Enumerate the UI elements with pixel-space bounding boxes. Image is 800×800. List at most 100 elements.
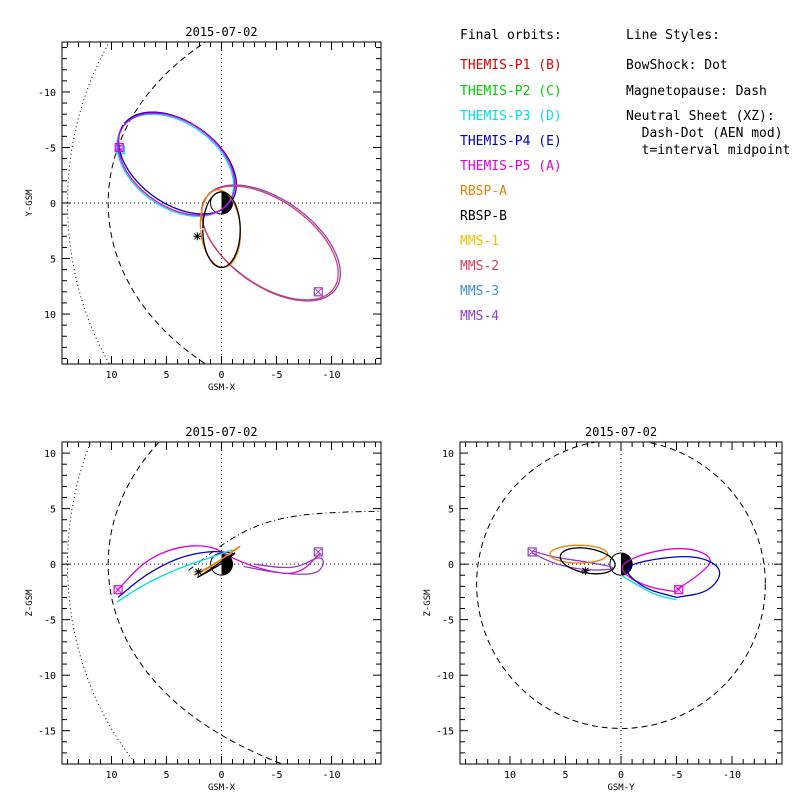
panel-3: 10 5 0 -5 -10 10 5 0 -5 -10 -15 2015-07-02 GSM-Y Z-GS… bbox=[423, 425, 783, 793]
panel-2: 10 5 0 -5 -10 10 5 0 -5 -10 -15 2015-07-02 GSM-X Z-GS… bbox=[25, 425, 382, 793]
y-tick-label: 10 bbox=[44, 449, 56, 460]
y-axis-label: Z-GSM bbox=[25, 589, 35, 617]
legend-orbit-item: THEMIS-P1 (B) bbox=[460, 58, 562, 73]
x-tick-label: 0 bbox=[618, 770, 624, 781]
legend-style-item: BowShock: Dot bbox=[626, 58, 728, 73]
orbit-mms-4 bbox=[531, 550, 614, 571]
y-axis-label: Z-GSM bbox=[423, 589, 433, 617]
legend-orbit-item: THEMIS-P5 (A) bbox=[460, 159, 562, 174]
orbit-marker-cross bbox=[675, 586, 683, 594]
orbit-start-marker bbox=[527, 547, 537, 557]
y-tick-label: 5 bbox=[50, 255, 56, 266]
y-tick-label: 0 bbox=[448, 560, 454, 571]
orbit-rbsp-b bbox=[202, 191, 241, 269]
y-tick-label: -5 bbox=[44, 616, 56, 627]
plot-title: 2015-07-02 bbox=[185, 25, 257, 39]
orbit-start-marker bbox=[313, 287, 323, 297]
y-tick-label: -15 bbox=[436, 727, 454, 738]
orbit-rbsp-b bbox=[196, 552, 236, 579]
x-tick-label: 10 bbox=[504, 770, 516, 781]
orbit-themis-p4-e- bbox=[627, 555, 721, 599]
earth-night-side bbox=[621, 553, 633, 576]
x-tick-label: -10 bbox=[723, 770, 741, 781]
y-axis-label: Y-GSM bbox=[25, 189, 35, 217]
x-tick-label: -5 bbox=[270, 370, 282, 381]
y-tick-label: -5 bbox=[44, 143, 56, 154]
x-tick-label: 0 bbox=[218, 770, 224, 781]
orbit-mms-2 bbox=[200, 185, 339, 301]
orbit-mms-4 bbox=[243, 557, 324, 575]
x-tick-label: 10 bbox=[105, 370, 117, 381]
legend-style-item: Magnetopause: Dash bbox=[626, 84, 767, 99]
orbit-rbsp-a bbox=[193, 545, 241, 576]
y-tick-label: 10 bbox=[442, 449, 454, 460]
orbit-start-marker bbox=[113, 585, 123, 595]
magnetopause-curve bbox=[476, 442, 766, 729]
plot-area bbox=[62, 442, 381, 764]
orbit-marker-cross bbox=[314, 548, 322, 556]
midpoint-star-marker bbox=[193, 232, 202, 241]
neutral-sheet-curve bbox=[188, 510, 381, 571]
x-tick-label: 0 bbox=[218, 370, 224, 381]
y-tick-label: 10 bbox=[44, 310, 56, 321]
legend-style-item: Neutral Sheet (XZ): bbox=[626, 109, 775, 124]
y-tick-label: -10 bbox=[38, 88, 56, 99]
orbit-rbsp-a bbox=[549, 544, 609, 564]
legend-orbit-item: RBSP-A bbox=[460, 184, 507, 199]
y-tick-label: -10 bbox=[38, 671, 56, 682]
earth-night-side bbox=[221, 553, 233, 576]
plot-title: 2015-07-02 bbox=[585, 425, 657, 439]
orbit-start-marker bbox=[313, 547, 323, 557]
x-axis-label: GSM-X bbox=[208, 383, 236, 393]
legend-orbits-title: Final orbits: bbox=[460, 28, 562, 43]
y-tick-label: 5 bbox=[50, 505, 56, 516]
orbit-themis-p5-a- bbox=[621, 547, 711, 593]
x-tick-label: -10 bbox=[322, 370, 340, 381]
x-tick-label: 5 bbox=[562, 770, 568, 781]
orbit-marker-cross bbox=[528, 548, 536, 556]
orbit-themis-p3-d- bbox=[620, 574, 677, 601]
orbit-rbsp-b bbox=[559, 547, 616, 575]
orbit-themis-p5-a- bbox=[117, 112, 236, 216]
orbit-start-marker bbox=[674, 585, 684, 595]
x-tick-label: 5 bbox=[163, 370, 169, 381]
bowshock-curve bbox=[67, 442, 137, 764]
legend-style-item: Dash-Dot (AEN mod) bbox=[626, 126, 783, 141]
legend-orbit-item: THEMIS-P3 (D) bbox=[460, 109, 562, 124]
plot-area bbox=[460, 442, 782, 764]
y-tick-label: 5 bbox=[448, 505, 454, 516]
y-tick-label: 0 bbox=[50, 199, 56, 210]
midpoint-star-marker bbox=[581, 566, 590, 575]
y-tick-label: -10 bbox=[436, 671, 454, 682]
legend-orbit-item: MMS-4 bbox=[460, 309, 500, 324]
x-tick-label: 5 bbox=[163, 770, 169, 781]
x-tick-label: -10 bbox=[322, 770, 340, 781]
bowshock-curve bbox=[67, 42, 110, 364]
y-tick-label: -15 bbox=[38, 727, 56, 738]
legend-orbit-item: MMS-1 bbox=[460, 234, 500, 249]
orbit-marker-cross bbox=[114, 586, 122, 594]
x-tick-label: 10 bbox=[105, 770, 117, 781]
panel-1: 10 5 0 -5 -10 -10 -5 0 5 10 2015-07-02 GSM-X Y-GSM bbox=[25, 25, 382, 393]
orbit-themis-p3-d- bbox=[116, 549, 233, 603]
legend-orbit-item: THEMIS-P2 (C) bbox=[460, 84, 562, 99]
orbit-marker-cross bbox=[314, 288, 322, 296]
x-axis-label: GSM-X bbox=[208, 783, 236, 793]
legend-orbit-item: MMS-3 bbox=[460, 284, 500, 299]
legend-orbit-item: RBSP-B bbox=[460, 209, 507, 224]
plot-title: 2015-07-02 bbox=[185, 425, 257, 439]
plot-area bbox=[62, 42, 381, 364]
orbit-start-marker bbox=[114, 142, 124, 153]
midpoint-star-marker bbox=[194, 567, 203, 576]
x-axis-label: GSM-Y bbox=[607, 783, 635, 793]
y-tick-label: 0 bbox=[50, 560, 56, 571]
y-tick-label: -5 bbox=[442, 616, 454, 627]
legend-styles-title: Line Styles: bbox=[626, 28, 720, 43]
orbit-themis-p4-e- bbox=[117, 550, 233, 598]
magnetopause-curve bbox=[107, 42, 207, 364]
legend-orbit-item: THEMIS-P4 (E) bbox=[460, 134, 562, 149]
x-tick-label: -5 bbox=[670, 770, 682, 781]
legend-style-item: t=interval midpoint bbox=[626, 143, 791, 158]
x-tick-label: -5 bbox=[270, 770, 282, 781]
